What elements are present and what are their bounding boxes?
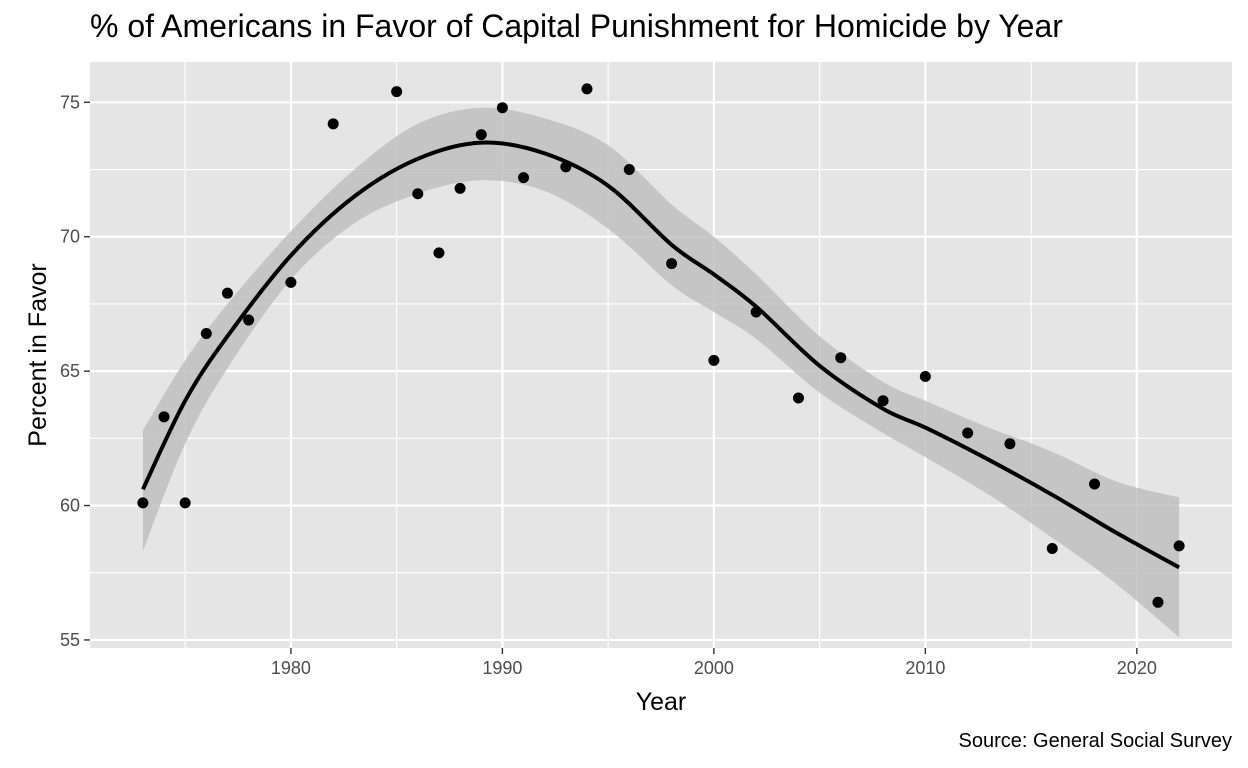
smooth-line: [141, 140, 1181, 570]
data-point: [1089, 478, 1101, 490]
data-point: [179, 497, 191, 509]
y-tick-label: 60: [60, 496, 80, 516]
data-point: [137, 497, 149, 509]
source-caption: Source: General Social Survey: [958, 730, 1232, 752]
data-point: [518, 172, 530, 184]
y-axis-title: Percent in Favor: [24, 263, 52, 446]
data-point: [835, 352, 847, 364]
data-point: [391, 86, 403, 98]
y-axis: 55 60 65 70 75: [60, 92, 90, 650]
data-point: [433, 247, 445, 259]
data-point: [327, 118, 339, 130]
x-axis-title: Year: [636, 688, 687, 716]
data-point: [158, 411, 170, 423]
data-point: [623, 164, 635, 176]
data-point: [792, 392, 804, 404]
x-tick-label: 2020: [1117, 658, 1157, 678]
data-point: [454, 182, 466, 194]
data-point: [496, 102, 508, 114]
x-tick-label: 2010: [905, 658, 945, 678]
chart-title: % of Americans in Favor of Capital Punis…: [90, 8, 1063, 44]
data-point: [1004, 438, 1016, 450]
major-gridlines: [90, 62, 1232, 648]
data-point: [666, 258, 678, 270]
data-point: [200, 327, 212, 339]
data-point: [1152, 596, 1164, 608]
x-tick-label: 2000: [694, 658, 734, 678]
y-tick-label: 70: [60, 227, 80, 247]
data-point: [221, 287, 233, 299]
data-point: [919, 371, 931, 383]
data-point: [475, 129, 487, 141]
x-axis: 1980 1990 2000 2010 2020: [271, 648, 1157, 678]
data-point: [412, 188, 424, 200]
data-point: [1046, 543, 1058, 555]
data-point: [708, 354, 720, 366]
data-point: [877, 395, 889, 407]
plot-panel: [90, 62, 1232, 648]
data-point: [962, 427, 974, 439]
x-tick-label: 1990: [482, 658, 522, 678]
data-point: [243, 314, 255, 326]
y-tick-label: 65: [60, 361, 80, 381]
data-point: [581, 83, 593, 95]
data-point: [1173, 540, 1185, 552]
data-points: [137, 83, 1185, 608]
x-tick-label: 1980: [271, 658, 311, 678]
y-tick-label: 55: [60, 630, 80, 650]
confidence-ribbon: [142, 107, 1180, 638]
y-tick-label: 75: [60, 92, 80, 112]
data-point: [285, 276, 297, 288]
